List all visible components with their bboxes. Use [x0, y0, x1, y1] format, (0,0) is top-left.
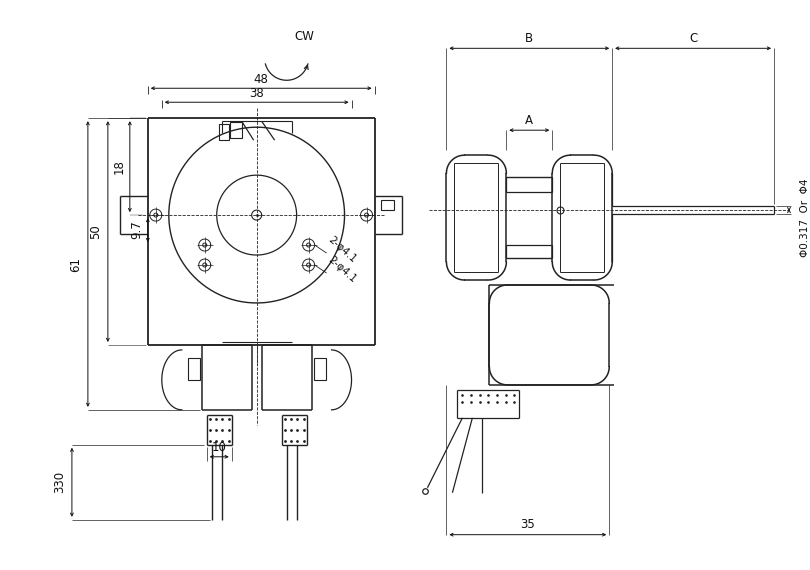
Text: Φ0.317  Or  Φ4: Φ0.317 Or Φ4: [800, 179, 810, 257]
Text: 35: 35: [521, 518, 535, 531]
Text: 18: 18: [113, 159, 126, 174]
Text: 2-φ4.1: 2-φ4.1: [326, 255, 359, 285]
Text: 50: 50: [89, 224, 102, 239]
Text: 48: 48: [254, 73, 269, 86]
Text: A: A: [526, 113, 533, 127]
Text: 2-φ4.1: 2-φ4.1: [326, 235, 359, 265]
Text: CW: CW: [295, 30, 314, 43]
Text: 61: 61: [70, 256, 83, 271]
Bar: [230, 122, 241, 138]
Text: B: B: [525, 32, 533, 45]
Bar: [381, 200, 394, 210]
Text: 330: 330: [53, 471, 66, 493]
Text: 10: 10: [211, 441, 227, 454]
Bar: [219, 124, 228, 140]
Bar: [188, 358, 200, 380]
Text: 38: 38: [249, 87, 264, 100]
Text: 9.7: 9.7: [130, 221, 143, 239]
Bar: [313, 358, 326, 380]
Text: C: C: [689, 32, 697, 45]
